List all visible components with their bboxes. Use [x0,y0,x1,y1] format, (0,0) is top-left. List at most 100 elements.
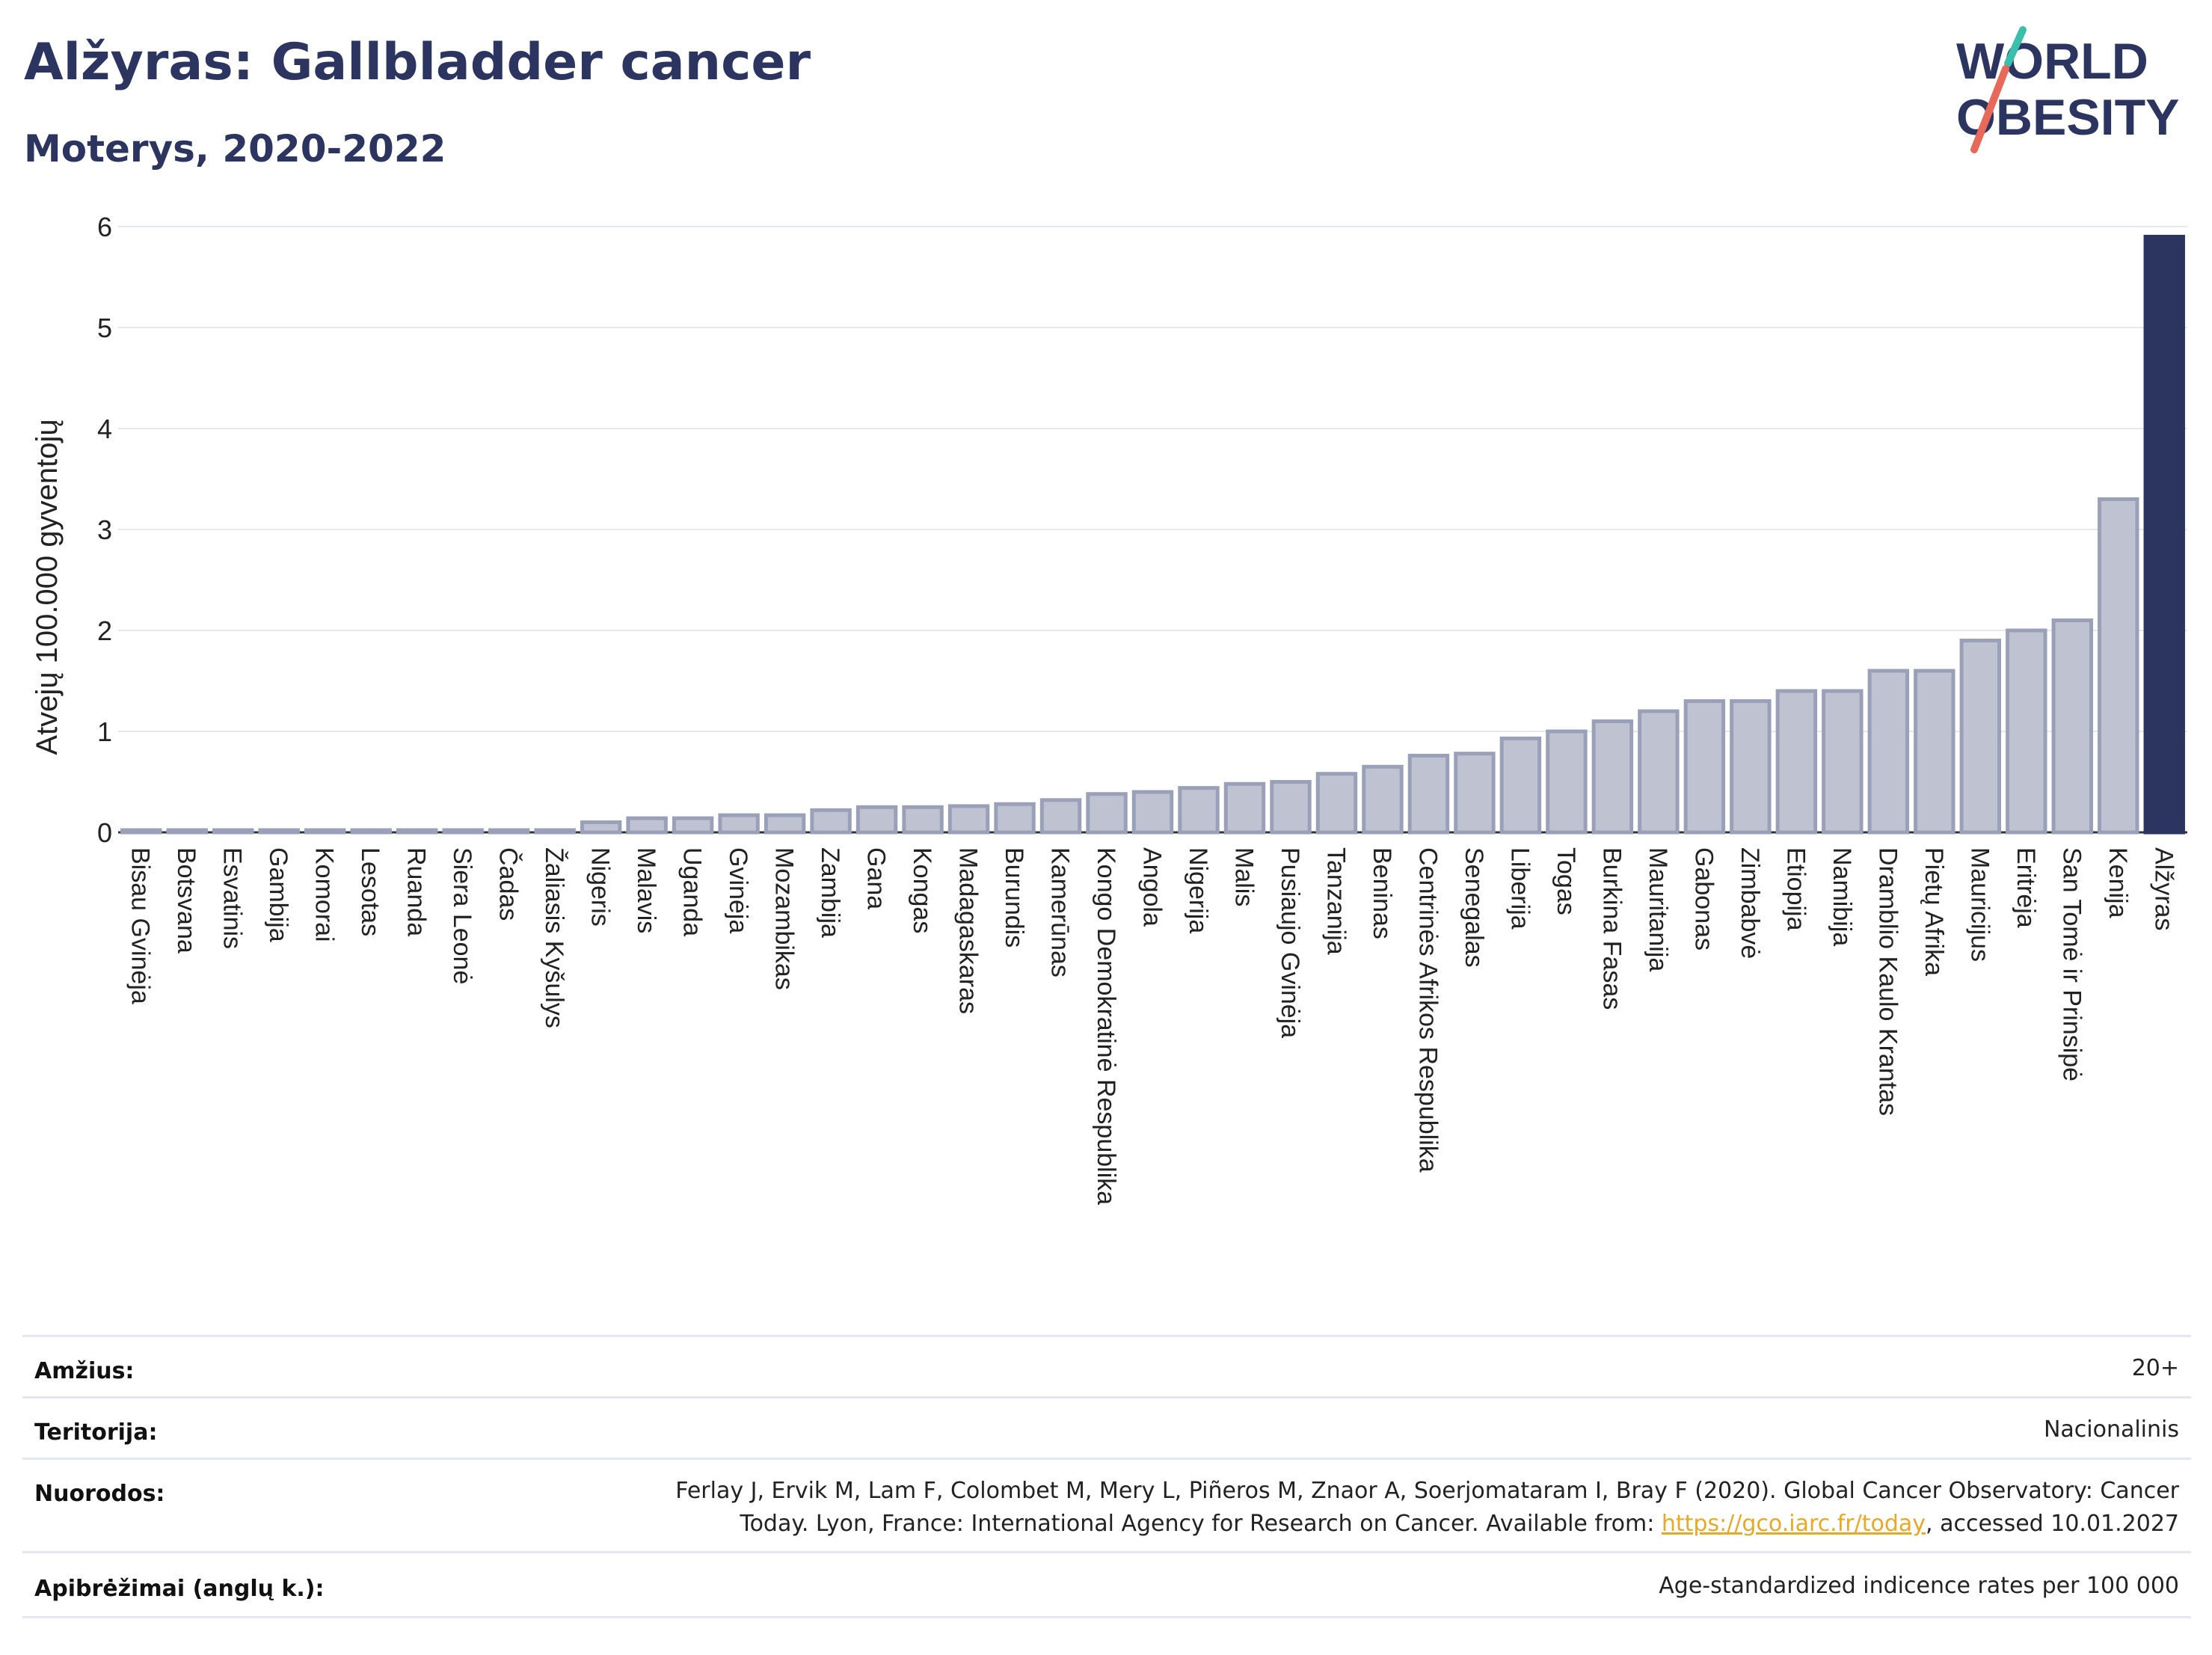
x-tick-label: Madagaskaras [954,847,983,1014]
bar-31 [1546,729,1588,835]
y-axis-ticks: 0 1 2 3 4 5 6 [97,212,112,848]
bar-0 [120,828,162,835]
bar-30 [1499,736,1542,835]
bar-40 [1959,639,2002,835]
bar-43 [2098,497,2139,835]
x-tick-label: Beninas [1368,847,1396,939]
page-subtitle: Moterys, 2020-2022 [24,127,446,171]
bar-32 [1591,719,1634,835]
logo-line1: WORLD [1956,33,2148,90]
bar-7 [442,828,484,835]
x-tick-label: Bisau Gvinėja [126,847,155,1004]
meta-references-value: Ferlay J, Ervik M, Lam F, Colombet M, Me… [675,1475,2179,1541]
x-tick-label: Etiopija [1781,847,1810,931]
bar-1 [166,828,208,835]
y-tick-label: 1 [97,716,112,747]
references-line2-pre: Today. Lyon, France: International Agenc… [740,1511,1662,1537]
bar-33 [1638,709,1680,835]
bar-34 [1683,699,1726,835]
meta-references-label: Nuorodos: [34,1481,165,1507]
y-tick-label: 6 [97,212,112,242]
meta-age-label: Amžius: [34,1358,135,1384]
x-tick-label: Komorai [310,847,339,942]
x-tick-label: Mauricijus [1965,847,1994,962]
x-tick-label: Burkina Fasas [1597,847,1626,1010]
x-axis-labels: Bisau Gvinėja Botsvana Esvatinis Gambija Kom… [126,847,2178,1205]
bar-44 [2143,235,2185,835]
bar-18 [947,804,990,835]
bar-20 [1039,798,1082,835]
x-tick-label: Liberija [1505,847,1534,930]
bar-29 [1454,752,1496,835]
bar-16 [855,805,898,835]
bar-36 [1775,689,1818,835]
bar-chart: 0 1 2 3 4 5 6 Bisau Gvinėja Botsvana Esvatinis Ga… [31,212,2187,1205]
meta-row-definitions: Apibrėžimai (anglų k.): Age-standardized… [22,1551,2191,1618]
bar-17 [902,805,944,835]
meta-definitions-value: Age-standardized indicence rates per 100… [1659,1573,2179,1599]
x-tick-label: Pietų Afrika [1920,847,1948,976]
y-axis-label: Atvejų 100.000 gyventojų [31,419,64,755]
bar-22 [1131,790,1174,835]
x-tick-label: Alžyras [2149,847,2178,930]
x-tick-label: Botsvana [172,847,200,954]
x-tick-label: Centrinės Afrikos Respublika [1413,847,1442,1173]
meta-territory-label: Teritorija: [34,1419,158,1446]
logo-red-slash [1970,65,2009,153]
references-line1: Ferlay J, Ervik M, Lam F, Colombet M, Me… [675,1478,2179,1504]
bar-13 [718,813,760,835]
x-tick-label: Lesotas [356,847,384,936]
bar-35 [1730,699,1772,835]
x-tick-label: Kongas [908,847,936,933]
bar-37 [1822,689,1864,835]
x-tick-label: Burundis [1000,847,1028,948]
x-tick-label: Siera Leonė [448,847,476,984]
world-obesity-logo: WORLD OBESITY [1956,26,2180,153]
bar-27 [1362,764,1404,835]
x-tick-label: Togas [1552,847,1580,915]
bar-8 [488,828,530,835]
x-tick-label: Čadas [494,847,523,921]
page-title: Alžyras: Gallbladder cancer [24,33,811,92]
bar-5 [350,828,392,835]
y-tick-label: 2 [97,615,112,646]
bar-3 [258,828,300,835]
bar-42 [2051,618,2093,835]
x-tick-label: Uganda [678,847,707,936]
meta-age-value: 20+ [2131,1355,2179,1381]
x-tick-label: Mauritanija [1644,847,1672,971]
x-tick-label: Namibija [1828,847,1856,946]
x-tick-label: Kamerūnas [1046,847,1075,977]
references-link[interactable]: https://gco.iarc.fr/today [1661,1511,1926,1537]
x-tick-label: Eritrėja [2012,847,2040,928]
x-tick-label: Kongo Demokratinė Respublika [1092,847,1120,1205]
bars-layer [120,235,2185,835]
bar-15 [810,808,852,835]
x-tick-label: Malis [1229,847,1258,906]
meta-row-territory: Teritorija: Nacionalinis [22,1396,2191,1460]
bar-21 [1086,792,1128,835]
x-tick-label: Kenija [2104,847,2132,918]
bar-4 [304,828,346,835]
bar-26 [1315,772,1358,835]
bar-11 [626,816,668,835]
bar-10 [580,820,622,835]
y-tick-label: 4 [97,414,112,444]
x-tick-label: Nigerija [1184,847,1212,933]
meta-territory-value: Nacionalinis [2043,1416,2179,1443]
logo-teal-slash [2004,26,2027,67]
x-tick-label: Gabonas [1689,847,1718,951]
meta-definitions-label: Apibrėžimai (anglų k.): [34,1576,325,1602]
x-tick-label: Mozambikas [770,847,799,990]
meta-row-age: Amžius: 20+ [22,1335,2191,1398]
bar-28 [1407,753,1450,835]
bar-14 [764,813,806,835]
bar-39 [1914,669,1956,835]
x-tick-label: Esvatinis [218,847,247,949]
y-tick-label: 5 [97,313,112,343]
bar-9 [534,828,576,835]
x-tick-label: Tanzanija [1321,847,1350,955]
x-tick-label: Gambija [264,847,292,942]
meta-row-references: Nuorodos: Ferlay J, Ervik M, Lam F, Colo… [22,1458,2191,1553]
references-line2: Today. Lyon, France: International Agenc… [675,1508,2179,1541]
